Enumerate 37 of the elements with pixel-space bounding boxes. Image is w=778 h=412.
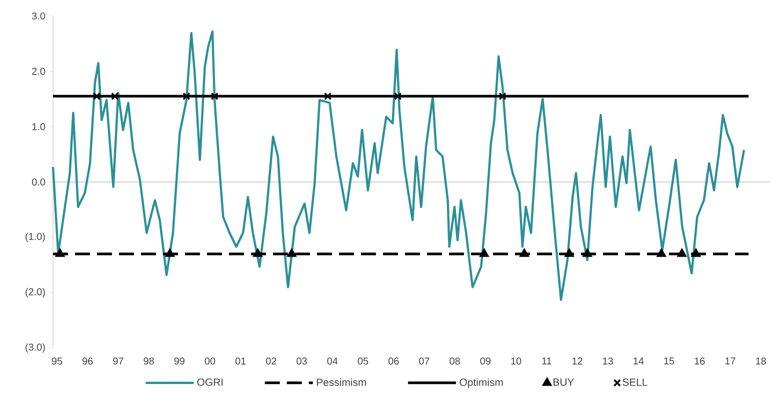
x-tick-label: 04: [327, 358, 338, 365]
y-tick-label: 2.0: [32, 68, 46, 75]
y-tick-label: (2.0): [26, 288, 45, 298]
x-tick-label: 05: [358, 358, 368, 365]
x-tick-label: 14: [634, 358, 644, 364]
x-tick-label: 15: [664, 358, 674, 364]
legend-label: SELL: [622, 378, 648, 386]
line-series: [52, 30, 746, 301]
x-tick-label: 07: [419, 358, 430, 365]
x-tick-label: 95: [52, 358, 62, 365]
x-tick-label: 11: [542, 358, 552, 364]
x-tick-label: 08: [450, 358, 460, 365]
y-tick-label: (1.0): [26, 232, 45, 242]
x-tick-label: 18: [756, 358, 766, 365]
x-tick-label: 96: [82, 358, 93, 365]
y-tick-label: 3.0: [32, 12, 46, 20]
x-tick-label: 98: [144, 358, 154, 365]
legend-label: Optimism: [460, 378, 503, 388]
y-tick-label: (3.0): [26, 343, 45, 353]
x-tick-label: 16: [694, 358, 705, 365]
x-tick-label: 06: [388, 358, 399, 365]
y-tick-label: 1.0: [32, 123, 46, 130]
x-tick-label: 02: [266, 358, 276, 365]
x-tick-label: 10: [511, 358, 522, 365]
x-tick-label: 01: [235, 358, 246, 365]
x-tick-label: 00: [204, 358, 216, 365]
x-tick-label: 13: [603, 358, 613, 365]
x-tick-label: 17: [725, 358, 736, 364]
x-tick-label: 97: [113, 358, 124, 365]
legend-label: BUY: [554, 378, 574, 386]
x-tick-label: 03: [296, 358, 307, 365]
x-tick-label: 12: [572, 358, 582, 364]
legend-label: Pessimism: [316, 378, 366, 386]
x-tick-label: 99: [174, 358, 184, 365]
legend-label: OGRI: [197, 378, 223, 386]
x-tick-label: 09: [480, 358, 490, 365]
y-tick-label: 0.0: [32, 178, 46, 186]
